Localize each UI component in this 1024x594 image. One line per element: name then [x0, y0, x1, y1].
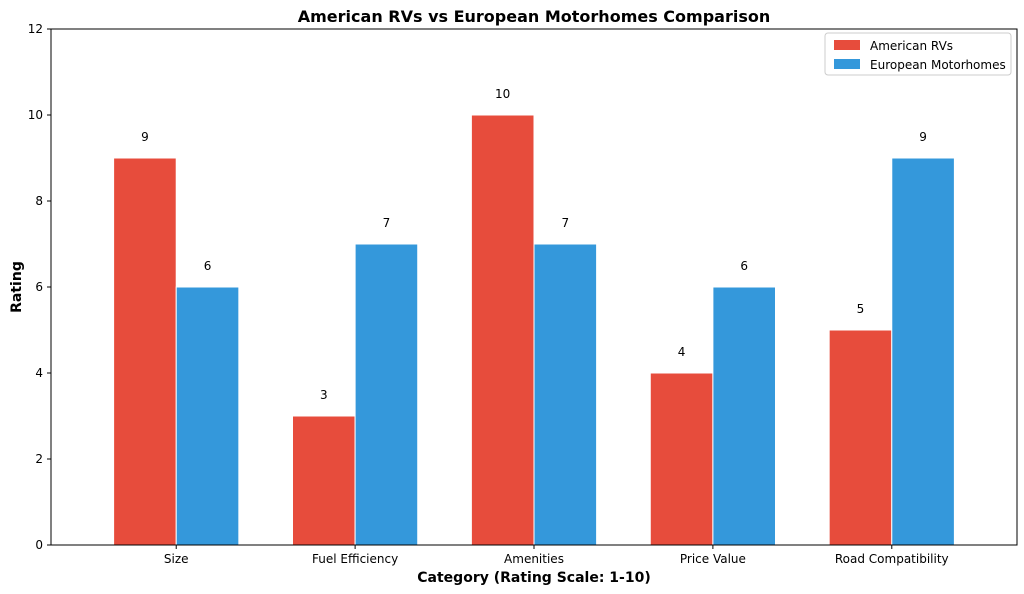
legend-entry-label: European Motorhomes: [870, 58, 1006, 72]
bar-american-rvs: [649, 372, 714, 546]
data-labels-group: 9 6 3 7 10 7 4 6 5 9: [141, 87, 927, 402]
x-axis-ticks: Size Fuel Efficiency Amenities Price Value R…: [164, 545, 949, 566]
x-tick-label: Size: [164, 552, 189, 566]
x-axis-label: Category (Rating Scale: 1-10): [417, 570, 650, 586]
legend-swatch: [834, 59, 860, 69]
bar-american-rvs: [113, 157, 177, 546]
bar-value-label: 5: [857, 302, 865, 316]
bar-european-motorhomes: [175, 286, 240, 546]
legend-entry-label: American RVs: [870, 39, 953, 53]
bar-value-label: 6: [204, 259, 212, 273]
bar-american-rvs: [470, 114, 535, 546]
plot-frame: [50, 28, 1018, 546]
bar-value-label: 9: [141, 130, 149, 144]
bars-group: [113, 114, 955, 546]
bar-value-label: 3: [320, 388, 328, 402]
y-tick-label: 6: [35, 280, 43, 294]
x-tick-label: Fuel Efficiency: [312, 552, 398, 566]
bar-value-label: 10: [495, 87, 510, 101]
bar-value-label: 6: [740, 259, 748, 273]
y-tick-label: 2: [35, 452, 43, 466]
y-tick-label: 10: [28, 108, 43, 122]
bar-european-motorhomes: [712, 286, 777, 546]
y-tick-label: 0: [35, 538, 43, 552]
bar-american-rvs: [828, 329, 893, 546]
bar-european-motorhomes: [533, 243, 598, 546]
x-tick-label: Amenities: [504, 552, 564, 566]
bar-european-motorhomes: [354, 243, 419, 546]
chart-title: American RVs vs European Motorhomes Comp…: [298, 7, 771, 26]
x-tick-label: Road Compatibility: [835, 552, 949, 566]
bar-value-label: 4: [678, 345, 686, 359]
y-tick-label: 12: [28, 22, 43, 36]
bar-value-label: 9: [919, 130, 927, 144]
y-tick-label: 4: [35, 366, 43, 380]
bar-european-motorhomes: [891, 157, 955, 546]
bar-american-rvs: [292, 415, 356, 546]
y-axis-label: Rating: [9, 261, 25, 313]
x-tick-label: Price Value: [680, 552, 746, 566]
legend-swatch: [834, 40, 860, 50]
y-tick-label: 8: [35, 194, 43, 208]
bar-value-label: 7: [383, 216, 391, 230]
legend-box: [824, 32, 1012, 76]
y-axis-ticks: 0 2 4 6 8 10 12: [28, 22, 51, 552]
bar-value-label: 7: [561, 216, 569, 230]
legend: American RVs European Motorhomes: [824, 32, 1012, 76]
